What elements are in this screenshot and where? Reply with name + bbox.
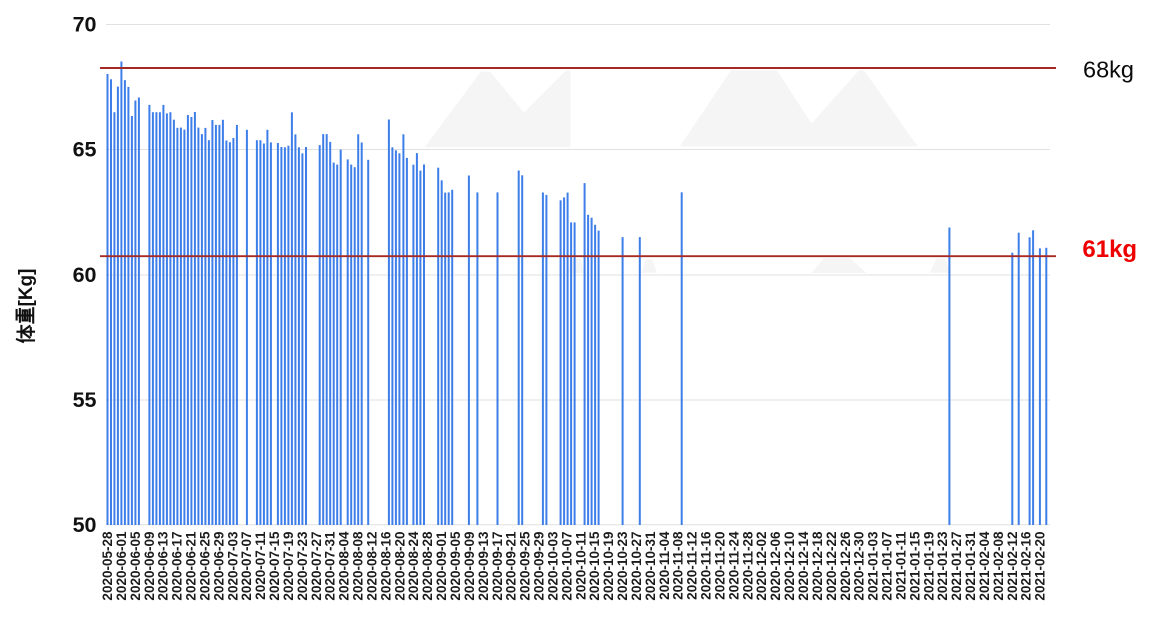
svg-text:2020-11-12: 2020-11-12 [685, 532, 700, 600]
svg-text:2020-07-15: 2020-07-15 [267, 531, 282, 601]
svg-text:2020-07-31: 2020-07-31 [323, 531, 338, 601]
svg-text:2020-07-11: 2020-07-11 [253, 531, 268, 600]
svg-text:2020-10-31: 2020-10-31 [643, 531, 658, 601]
svg-text:2020-06-09: 2020-06-09 [142, 532, 157, 601]
svg-text:2020-11-04: 2020-11-04 [657, 531, 672, 600]
svg-text:2020-08-16: 2020-08-16 [378, 531, 393, 601]
svg-text:2020-07-23: 2020-07-23 [295, 531, 310, 601]
svg-text:2020-11-16: 2020-11-16 [699, 531, 714, 600]
svg-text:2020-09-09: 2020-09-09 [462, 532, 477, 601]
svg-text:2020-07-03: 2020-07-03 [225, 531, 240, 601]
svg-text:2020-07-27: 2020-07-27 [309, 532, 324, 601]
svg-text:2020-06-01: 2020-06-01 [114, 531, 129, 601]
svg-text:2020-06-25: 2020-06-25 [197, 531, 212, 601]
svg-text:2020-12-30: 2020-12-30 [852, 532, 867, 601]
svg-text:2020-10-03: 2020-10-03 [545, 531, 560, 601]
svg-text:2020-09-01: 2020-09-01 [434, 531, 449, 601]
svg-text:2020-06-29: 2020-06-29 [211, 532, 226, 601]
svg-text:61kg: 61kg [1082, 236, 1137, 263]
svg-text:2020-12-14: 2020-12-14 [796, 531, 811, 601]
svg-text:2020-07-19: 2020-07-19 [281, 532, 296, 601]
svg-text:2020-12-22: 2020-12-22 [824, 532, 839, 601]
svg-text:2020-10-07: 2020-10-07 [559, 532, 574, 601]
svg-text:2021-01-27: 2021-01-27 [949, 532, 964, 601]
svg-text:2021-01-11: 2021-01-11 [893, 531, 908, 600]
svg-text:2020-11-20: 2020-11-20 [713, 532, 728, 600]
svg-text:2020-09-25: 2020-09-25 [518, 531, 533, 601]
svg-text:2020-09-05: 2020-09-05 [448, 531, 463, 601]
svg-text:2020-10-19: 2020-10-19 [601, 532, 616, 601]
svg-text:2020-06-05: 2020-06-05 [128, 531, 143, 601]
svg-text:2020-09-13: 2020-09-13 [476, 531, 491, 601]
svg-text:2020-06-21: 2020-06-21 [184, 531, 199, 601]
svg-text:2021-02-20: 2021-02-20 [1033, 532, 1048, 601]
svg-text:2020-12-06: 2020-12-06 [768, 531, 783, 601]
svg-text:2020-09-17: 2020-09-17 [490, 532, 505, 601]
svg-text:[Kg]: [Kg] [16, 269, 37, 307]
svg-text:2020-09-29: 2020-09-29 [532, 532, 547, 601]
svg-text:2020-06-13: 2020-06-13 [156, 531, 171, 601]
svg-text:2020-11-24: 2020-11-24 [726, 531, 741, 600]
svg-text:2020-10-27: 2020-10-27 [629, 532, 644, 601]
svg-text:2021-01-31: 2021-01-31 [963, 531, 978, 601]
svg-text:55: 55 [73, 388, 97, 412]
svg-text:2021-02-16: 2021-02-16 [1019, 531, 1034, 601]
svg-text:2020-08-28: 2020-08-28 [420, 531, 435, 601]
svg-text:2021-01-07: 2021-01-07 [880, 532, 895, 601]
svg-text:2020-10-23: 2020-10-23 [615, 531, 630, 601]
svg-text:2020-08-24: 2020-08-24 [406, 531, 421, 601]
svg-text:70: 70 [73, 12, 97, 36]
svg-text:2020-12-26: 2020-12-26 [838, 531, 853, 601]
svg-text:2020-09-21: 2020-09-21 [504, 531, 519, 601]
svg-text:2021-01-19: 2021-01-19 [921, 532, 936, 601]
svg-text:2021-01-03: 2021-01-03 [866, 531, 881, 601]
svg-text:2020-08-08: 2020-08-08 [351, 531, 366, 601]
svg-text:2020-11-08: 2020-11-08 [671, 531, 686, 600]
svg-text:2020-08-04: 2020-08-04 [337, 531, 352, 601]
svg-text:2020-12-18: 2020-12-18 [810, 531, 825, 601]
svg-text:2020-08-12: 2020-08-12 [365, 532, 380, 601]
svg-text:2021-02-04: 2021-02-04 [977, 531, 992, 601]
svg-text:2020-06-17: 2020-06-17 [170, 532, 185, 601]
svg-text:2020-11-28: 2020-11-28 [740, 531, 755, 600]
svg-text:2020-10-11: 2020-10-11 [573, 531, 588, 600]
svg-text:2020-12-10: 2020-12-10 [782, 532, 797, 601]
svg-text:2020-05-28: 2020-05-28 [100, 531, 115, 601]
svg-text:68kg: 68kg [1083, 56, 1134, 82]
svg-text:2020-10-15: 2020-10-15 [587, 531, 602, 601]
svg-text:2021-02-12: 2021-02-12 [1005, 532, 1020, 601]
svg-text:65: 65 [73, 138, 97, 162]
svg-text:60: 60 [73, 263, 97, 287]
svg-text:50: 50 [73, 513, 97, 537]
svg-text:2020-07-07: 2020-07-07 [239, 532, 254, 601]
svg-text:2021-02-08: 2021-02-08 [991, 531, 1006, 601]
svg-text:2020-08-20: 2020-08-20 [392, 532, 407, 601]
svg-text:2021-01-23: 2021-01-23 [935, 531, 950, 601]
svg-text:2020-12-02: 2020-12-02 [754, 532, 769, 601]
svg-text:2021-01-15: 2021-01-15 [907, 531, 922, 601]
